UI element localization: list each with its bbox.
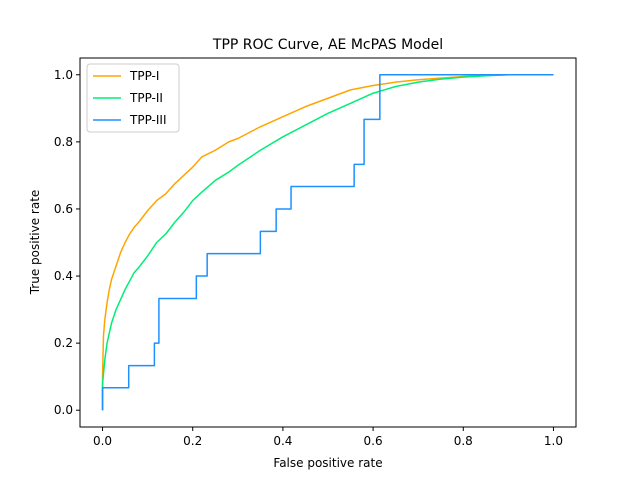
y-tick-label: 0.4 [54,269,73,283]
x-axis-label: False positive rate [273,456,382,470]
x-tick-label: 0.2 [183,434,202,448]
x-tick-label: 0.0 [93,434,112,448]
y-tick-label: 0.2 [54,336,73,350]
y-axis-label: True positive rate [28,190,42,296]
series-line-tpp-ii [101,74,554,411]
series-line-tpp-iii [101,74,554,411]
legend-label-tpp-i: TPP-I [129,69,159,83]
legend: TPP-I TPP-II TPP-III [86,63,180,133]
chart-title: TPP ROC Curve, AE McPAS Model [212,37,443,53]
y-axis-ticks: 0.0 0.2 0.4 0.6 0.8 1.0 [54,68,80,417]
series-line-tpp-i [101,74,554,411]
x-tick-label: 0.8 [454,434,473,448]
y-tick-label: 1.0 [54,68,73,82]
plot-frame [79,57,577,428]
legend-label-tpp-iii: TPP-III [129,113,167,127]
y-tick-label: 0.0 [54,403,73,417]
legend-frame [86,63,180,133]
y-tick-label: 0.6 [54,202,73,216]
x-axis-ticks: 0.0 0.2 0.4 0.6 0.8 1.0 [93,427,563,448]
y-tick-label: 0.8 [54,135,73,149]
x-tick-label: 0.4 [273,434,292,448]
series-layer [101,74,554,411]
legend-label-tpp-ii: TPP-II [129,91,163,105]
x-tick-label: 0.6 [364,434,383,448]
x-tick-label: 1.0 [544,434,563,448]
